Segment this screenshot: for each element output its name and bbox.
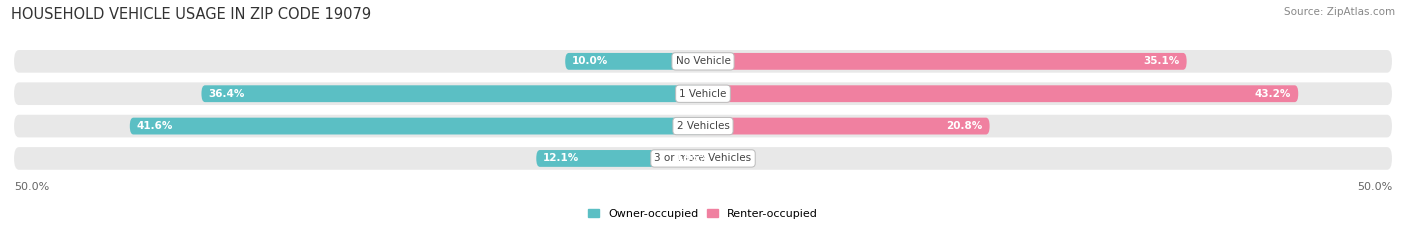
Text: 20.8%: 20.8% bbox=[946, 121, 983, 131]
Text: 41.6%: 41.6% bbox=[136, 121, 173, 131]
FancyBboxPatch shape bbox=[703, 118, 990, 134]
FancyBboxPatch shape bbox=[703, 85, 1298, 102]
FancyBboxPatch shape bbox=[536, 150, 703, 167]
Text: 3 or more Vehicles: 3 or more Vehicles bbox=[654, 154, 752, 163]
Legend: Owner-occupied, Renter-occupied: Owner-occupied, Renter-occupied bbox=[586, 206, 820, 221]
Text: HOUSEHOLD VEHICLE USAGE IN ZIP CODE 19079: HOUSEHOLD VEHICLE USAGE IN ZIP CODE 1907… bbox=[11, 7, 371, 22]
Text: 10.0%: 10.0% bbox=[572, 56, 609, 66]
Text: 50.0%: 50.0% bbox=[14, 182, 49, 192]
FancyBboxPatch shape bbox=[201, 85, 703, 102]
FancyBboxPatch shape bbox=[14, 82, 1392, 105]
FancyBboxPatch shape bbox=[703, 53, 1187, 70]
Text: 2 Vehicles: 2 Vehicles bbox=[676, 121, 730, 131]
Text: 43.2%: 43.2% bbox=[1256, 89, 1291, 99]
FancyBboxPatch shape bbox=[14, 115, 1392, 137]
FancyBboxPatch shape bbox=[129, 118, 703, 134]
FancyBboxPatch shape bbox=[703, 150, 716, 167]
FancyBboxPatch shape bbox=[14, 50, 1392, 73]
Text: 12.1%: 12.1% bbox=[543, 154, 579, 163]
Text: 36.4%: 36.4% bbox=[208, 89, 245, 99]
Text: Source: ZipAtlas.com: Source: ZipAtlas.com bbox=[1284, 7, 1395, 17]
Text: 1 Vehicle: 1 Vehicle bbox=[679, 89, 727, 99]
Text: 35.1%: 35.1% bbox=[1143, 56, 1180, 66]
Text: 0.95%: 0.95% bbox=[673, 154, 709, 163]
FancyBboxPatch shape bbox=[565, 53, 703, 70]
Text: No Vehicle: No Vehicle bbox=[675, 56, 731, 66]
Text: 50.0%: 50.0% bbox=[1357, 182, 1392, 192]
FancyBboxPatch shape bbox=[14, 147, 1392, 170]
